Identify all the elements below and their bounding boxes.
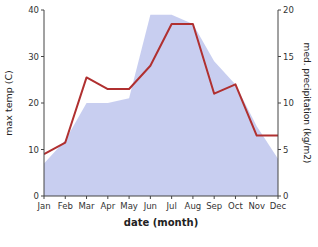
yticks-tick bbox=[41, 196, 44, 197]
y2ticks-tick-label: 0 bbox=[283, 191, 288, 201]
x-tick bbox=[256, 196, 257, 199]
x-tick bbox=[86, 196, 87, 199]
y2ticks-tick bbox=[278, 10, 281, 11]
precipitation-area bbox=[44, 15, 278, 196]
x-tick-label: May bbox=[120, 201, 138, 211]
yticks-tick-label: 0 bbox=[34, 191, 39, 201]
x-tick-label: Feb bbox=[58, 201, 73, 211]
plot-area bbox=[44, 15, 278, 196]
yticks-tick-label: 30 bbox=[28, 52, 39, 62]
x-tick bbox=[235, 196, 236, 199]
y2ticks-tick-label: 15 bbox=[283, 52, 294, 62]
x-tick bbox=[171, 196, 172, 199]
x-tick bbox=[129, 196, 130, 199]
x-tick-label: Jun bbox=[143, 201, 157, 211]
y2ticks-tick-label: 10 bbox=[283, 98, 294, 108]
x-tick bbox=[65, 196, 66, 199]
y2-axis-label: med. precipitation (kg/m2) bbox=[302, 43, 312, 164]
y2ticks-tick-label: 20 bbox=[283, 5, 294, 15]
x-tick-label: Apr bbox=[100, 201, 115, 211]
x-tick-label: Sep bbox=[206, 201, 222, 211]
x-tick-label: Jul bbox=[166, 201, 177, 211]
chart: JanFebMarAprMayJunJulAugSepOctNovDec0102… bbox=[0, 0, 318, 247]
x-tick bbox=[192, 196, 193, 199]
x-tick bbox=[150, 196, 151, 199]
x-tick bbox=[107, 196, 108, 199]
yticks-tick bbox=[41, 149, 44, 150]
x-tick-label: Jan bbox=[36, 201, 50, 211]
yticks-tick-label: 20 bbox=[28, 98, 39, 108]
x-axis-label: date (month) bbox=[124, 217, 198, 228]
y2ticks-tick-label: 5 bbox=[283, 145, 288, 155]
temperature-line bbox=[44, 24, 278, 154]
x-tick-label: Oct bbox=[228, 201, 243, 211]
yticks-tick bbox=[41, 10, 44, 11]
y2ticks-tick bbox=[278, 56, 281, 57]
yticks-tick-label: 40 bbox=[28, 5, 39, 15]
yticks-tick bbox=[41, 56, 44, 57]
y2ticks-tick bbox=[278, 103, 281, 104]
y2ticks-tick bbox=[278, 196, 281, 197]
x-tick-label: Mar bbox=[79, 201, 96, 211]
x-tick-label: Nov bbox=[248, 201, 265, 211]
y-axis-label: max temp (C) bbox=[3, 70, 14, 136]
yticks-tick bbox=[41, 103, 44, 104]
yticks-tick-label: 10 bbox=[28, 145, 39, 155]
x-tick-label: Dec bbox=[270, 201, 287, 211]
x-tick-label: Aug bbox=[185, 201, 202, 211]
y2ticks-tick bbox=[278, 149, 281, 150]
x-axis-line bbox=[44, 196, 278, 197]
x-tick bbox=[214, 196, 215, 199]
